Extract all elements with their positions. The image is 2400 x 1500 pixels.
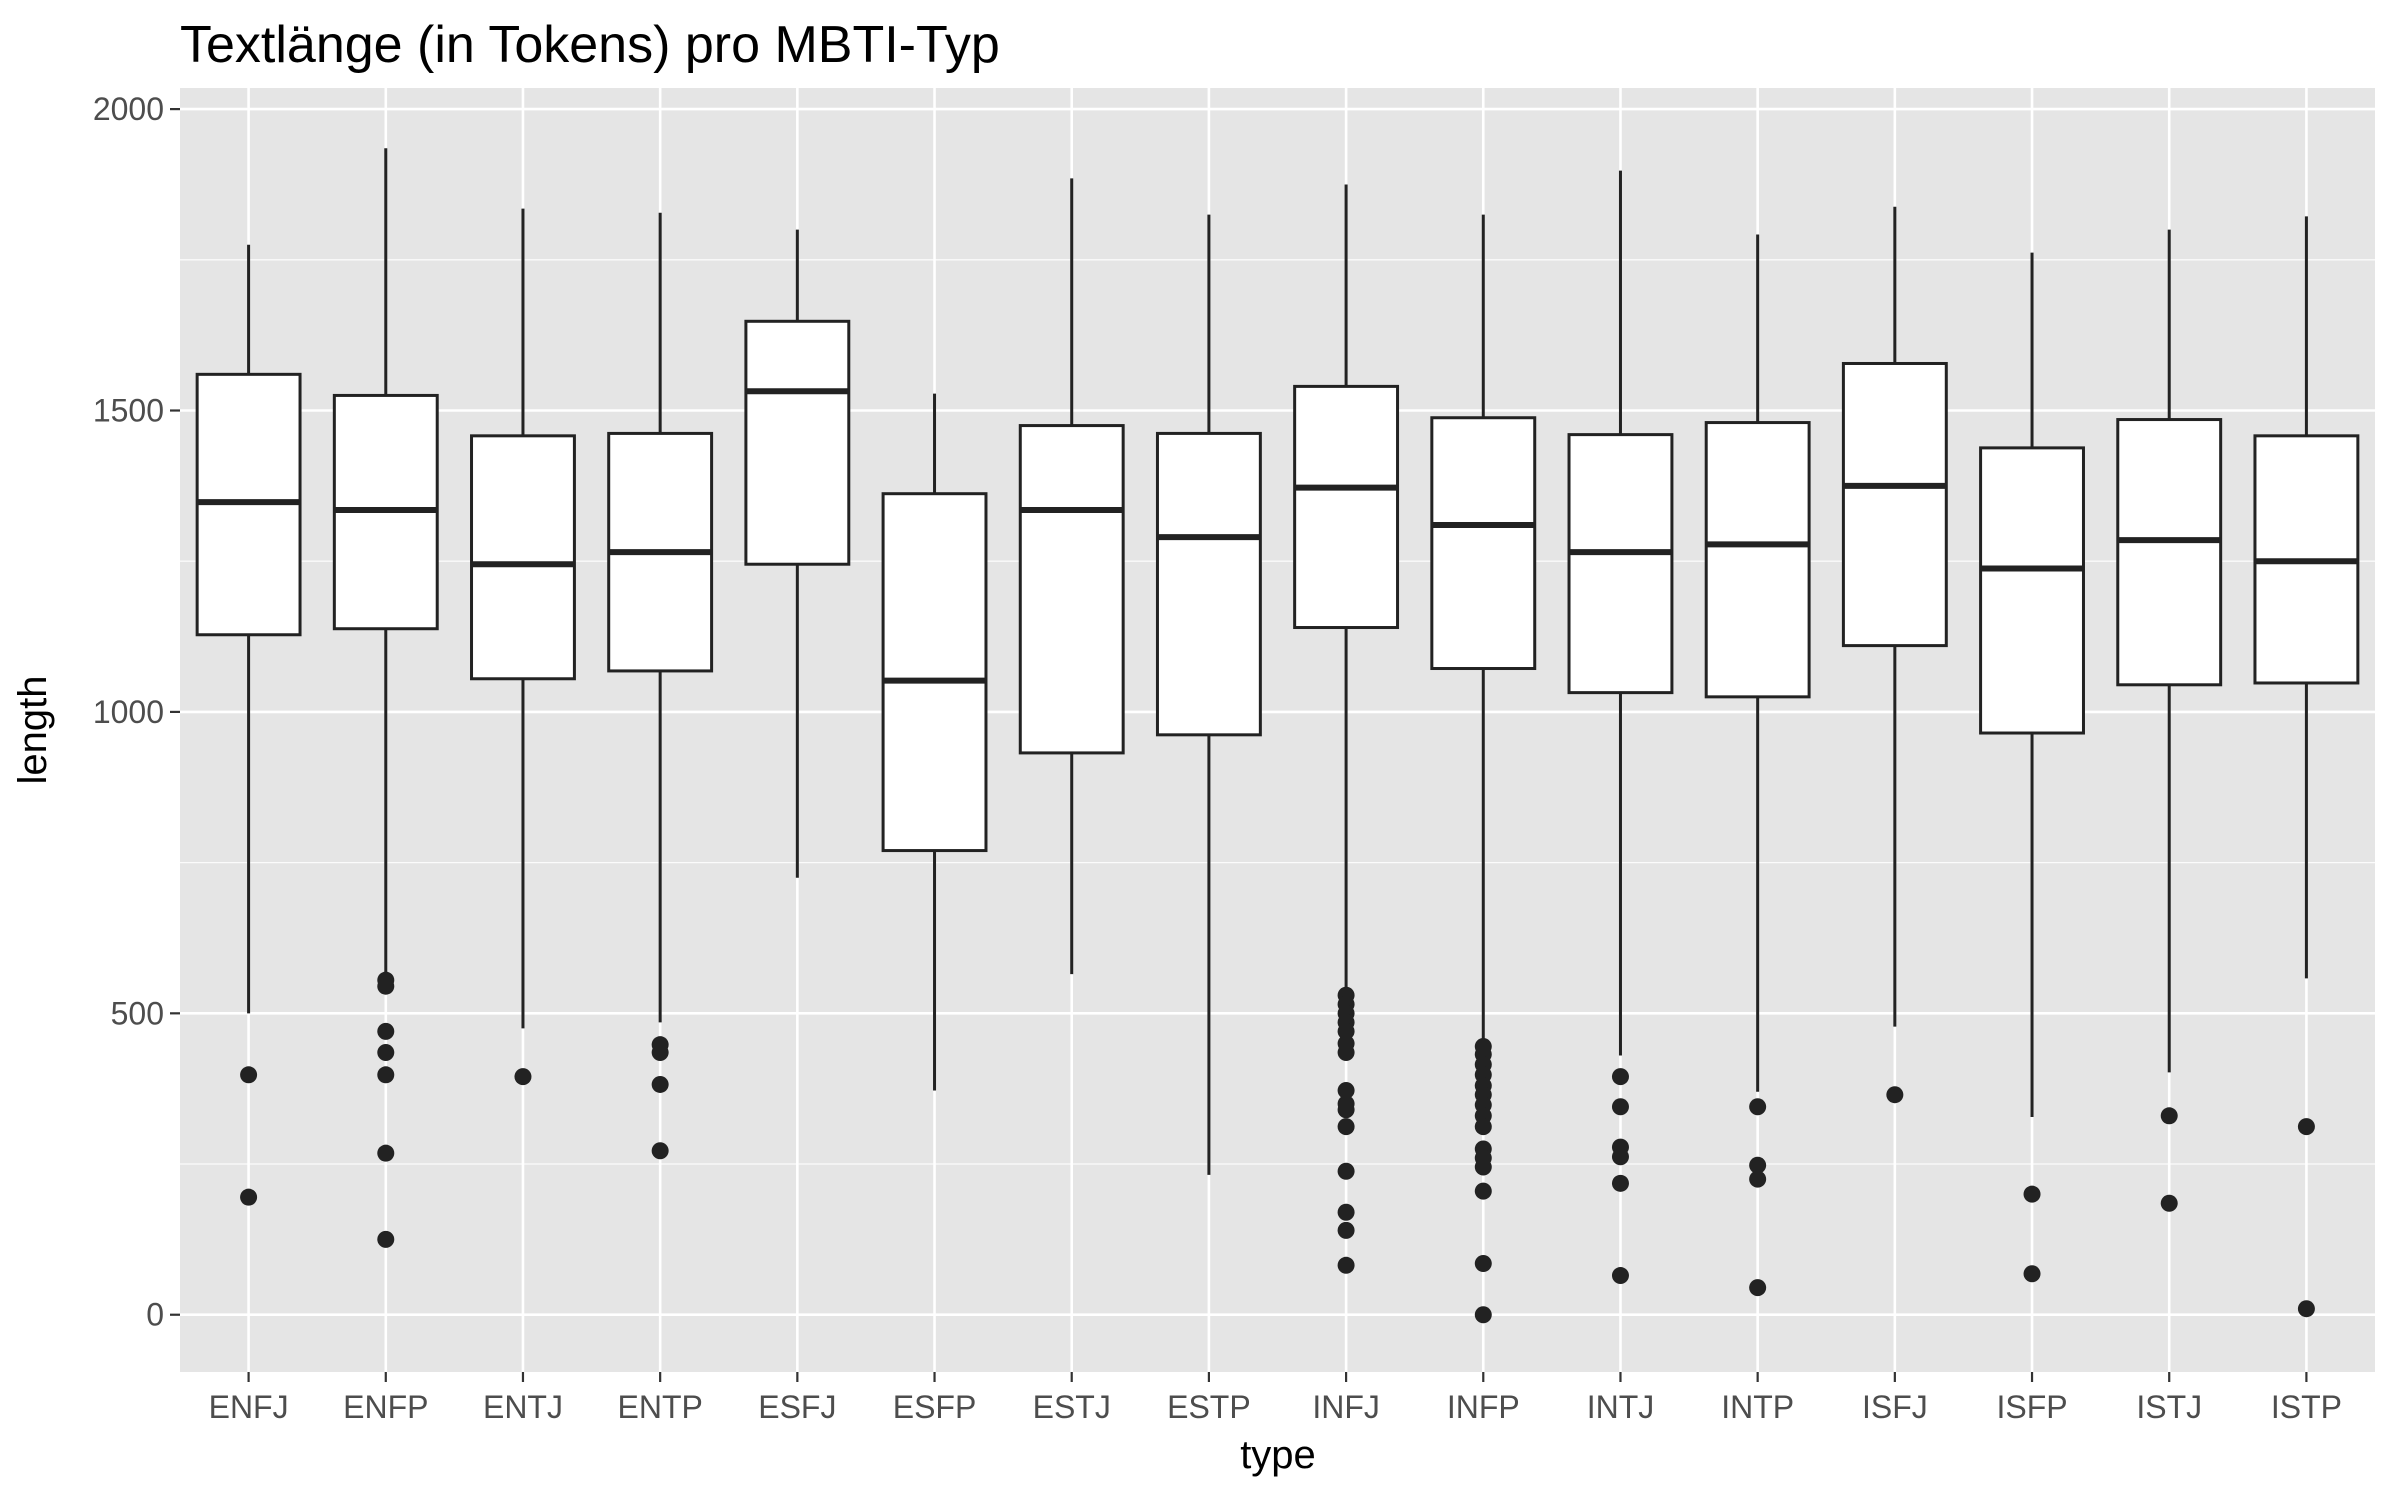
outlier-point (1611, 1098, 1629, 1116)
outlier-point (1886, 1086, 1904, 1104)
x-tick-label: ENTP (617, 1389, 702, 1425)
x-axis: ENFJ ENFP ENTJ ENTP ESFJ ESFP ESTJ ESTP INFJ INFP… (209, 1372, 2342, 1425)
outlier-point (1611, 1068, 1629, 1086)
outlier-point (1337, 1022, 1355, 1040)
outlier-point (2023, 1265, 2041, 1283)
outlier-point (514, 1068, 532, 1086)
box-iqr (1430, 416, 1537, 671)
box-iqr (1704, 421, 1811, 699)
x-tick-label: INTJ (1587, 1389, 1655, 1425)
y-tick-label: 1000 (93, 694, 164, 730)
outlier-point (377, 977, 395, 995)
outlier-point (1611, 1174, 1629, 1192)
outlier-point (651, 1075, 669, 1093)
box-istj (2116, 229, 2223, 1212)
outlier-point (377, 1230, 395, 1248)
box-isfj (1841, 206, 1948, 1104)
box-isfp (1979, 252, 2085, 1283)
outlier-point (1337, 1118, 1355, 1136)
box-iqr (1841, 361, 1948, 648)
box-iqr (1567, 433, 1674, 695)
box-esfp (881, 393, 988, 1091)
outlier-point (1337, 1256, 1355, 1274)
box-iqr (470, 434, 576, 681)
box-iqr (1155, 431, 1262, 737)
box-entp (607, 212, 714, 1160)
x-tick-label: ESFP (893, 1389, 977, 1425)
outlier-point (651, 1044, 669, 1062)
x-tick-label: ESTP (1167, 1389, 1251, 1425)
box-enfj (195, 244, 302, 1206)
outlier-point (377, 1022, 395, 1040)
box-estj (1018, 178, 1125, 975)
outlier-point (1337, 1101, 1355, 1119)
box-iqr (881, 492, 988, 853)
x-tick-label: INFJ (1312, 1389, 1380, 1425)
outlier-point (1611, 1267, 1629, 1285)
outlier-point (1474, 1118, 1492, 1136)
y-tick-label: 1500 (93, 393, 164, 429)
outlier-point (1474, 1254, 1492, 1272)
box-estp (1155, 214, 1262, 1175)
x-tick-label: INFP (1447, 1389, 1520, 1425)
outlier-point (1337, 1221, 1355, 1239)
outlier-point (377, 1044, 395, 1062)
outlier-point (2160, 1107, 2178, 1125)
x-axis-title: type (1240, 1433, 1316, 1477)
outlier-point (1611, 1148, 1629, 1166)
outlier-point (2297, 1300, 2315, 1318)
outlier-point (1749, 1098, 1767, 1116)
outlier-point (651, 1142, 669, 1160)
outlier-point (1337, 1162, 1355, 1180)
box-iqr (1018, 424, 1125, 755)
x-tick-label: ISTJ (2136, 1389, 2202, 1425)
x-tick-label: ISFP (1996, 1389, 2067, 1425)
box-iqr (1293, 384, 1400, 630)
outlier-point (2160, 1194, 2178, 1212)
y-axis-title: length (11, 676, 55, 785)
y-tick-label: 2000 (93, 91, 164, 127)
x-tick-label: ISFJ (1862, 1389, 1928, 1425)
chart-title: Textlänge (in Tokens) pro MBTI-Typ (180, 16, 1000, 74)
box-esfj (744, 229, 851, 878)
outlier-point (1749, 1279, 1767, 1297)
outlier-point (1337, 1203, 1355, 1221)
y-tick-label: 0 (146, 1297, 164, 1333)
outlier-point (1749, 1156, 1767, 1174)
box-entj (470, 208, 576, 1086)
box-intj (1567, 170, 1674, 1285)
boxes (195, 148, 2360, 1324)
outlier-point (377, 1144, 395, 1162)
x-tick-label: ENFP (343, 1389, 428, 1425)
x-tick-label: INTP (1721, 1389, 1794, 1425)
y-tick-label: 500 (111, 995, 164, 1031)
box-intp (1704, 234, 1811, 1297)
box-istp (2253, 216, 2360, 1318)
box-infp (1430, 214, 1537, 1324)
box-infj (1293, 184, 1400, 1274)
box-iqr (744, 319, 851, 566)
x-tick-label: ESFJ (758, 1389, 836, 1425)
outlier-point (240, 1188, 258, 1206)
outlier-point (1474, 1158, 1492, 1176)
outlier-point (1749, 1170, 1767, 1188)
outlier-point (1474, 1306, 1492, 1324)
outlier-point (2297, 1118, 2315, 1136)
x-tick-label: ESTJ (1033, 1389, 1111, 1425)
x-tick-label: ENTJ (483, 1389, 563, 1425)
box-iqr (2116, 418, 2223, 687)
outlier-point (1337, 1044, 1355, 1062)
y-axis: 0 500 1000 1500 2000 (93, 91, 180, 1333)
outlier-point (2023, 1185, 2041, 1203)
outlier-point (1337, 1081, 1355, 1099)
box-enfp (332, 148, 439, 1248)
outlier-point (377, 1066, 395, 1084)
box-iqr (1979, 446, 2085, 735)
outlier-point (240, 1066, 258, 1084)
outlier-point (1474, 1182, 1492, 1200)
x-tick-label: ENFJ (209, 1389, 289, 1425)
x-tick-label: ISTP (2271, 1389, 2342, 1425)
